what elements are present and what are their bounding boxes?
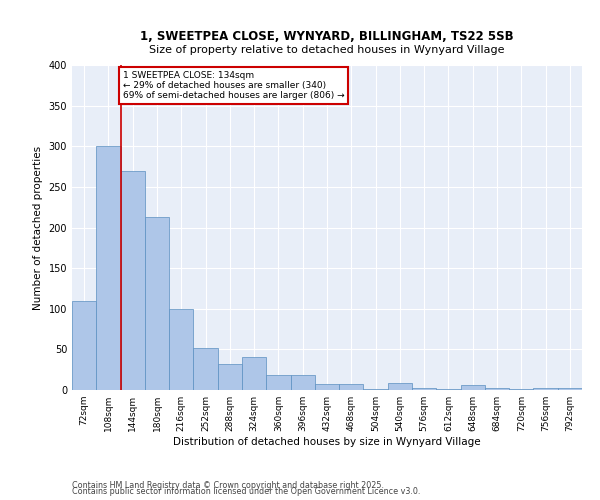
Bar [315, 384, 339, 390]
Bar [218, 364, 242, 390]
Bar [339, 384, 364, 390]
Bar [145, 217, 169, 390]
Bar [388, 382, 412, 390]
Bar [193, 348, 218, 390]
Text: Contains public sector information licensed under the Open Government Licence v3: Contains public sector information licen… [72, 487, 421, 496]
Bar [533, 388, 558, 390]
Text: 1 SWEETPEA CLOSE: 134sqm
← 29% of detached houses are smaller (340)
69% of semi-: 1 SWEETPEA CLOSE: 134sqm ← 29% of detach… [123, 70, 344, 101]
Bar [485, 388, 509, 390]
Text: Contains HM Land Registry data © Crown copyright and database right 2025.: Contains HM Land Registry data © Crown c… [72, 481, 384, 490]
Text: Size of property relative to detached houses in Wynyard Village: Size of property relative to detached ho… [149, 44, 505, 54]
Bar [364, 389, 388, 390]
Bar [96, 146, 121, 390]
Bar [121, 170, 145, 390]
Bar [412, 388, 436, 390]
Bar [436, 389, 461, 390]
Bar [509, 389, 533, 390]
Bar [558, 388, 582, 390]
Bar [290, 376, 315, 390]
Bar [461, 385, 485, 390]
Title: 1, SWEETPEA CLOSE, WYNYARD, BILLINGHAM, TS22 5SB: 1, SWEETPEA CLOSE, WYNYARD, BILLINGHAM, … [140, 30, 514, 43]
Y-axis label: Number of detached properties: Number of detached properties [33, 146, 43, 310]
X-axis label: Distribution of detached houses by size in Wynyard Village: Distribution of detached houses by size … [173, 437, 481, 447]
Bar [242, 356, 266, 390]
Bar [72, 300, 96, 390]
Bar [169, 308, 193, 390]
Bar [266, 374, 290, 390]
